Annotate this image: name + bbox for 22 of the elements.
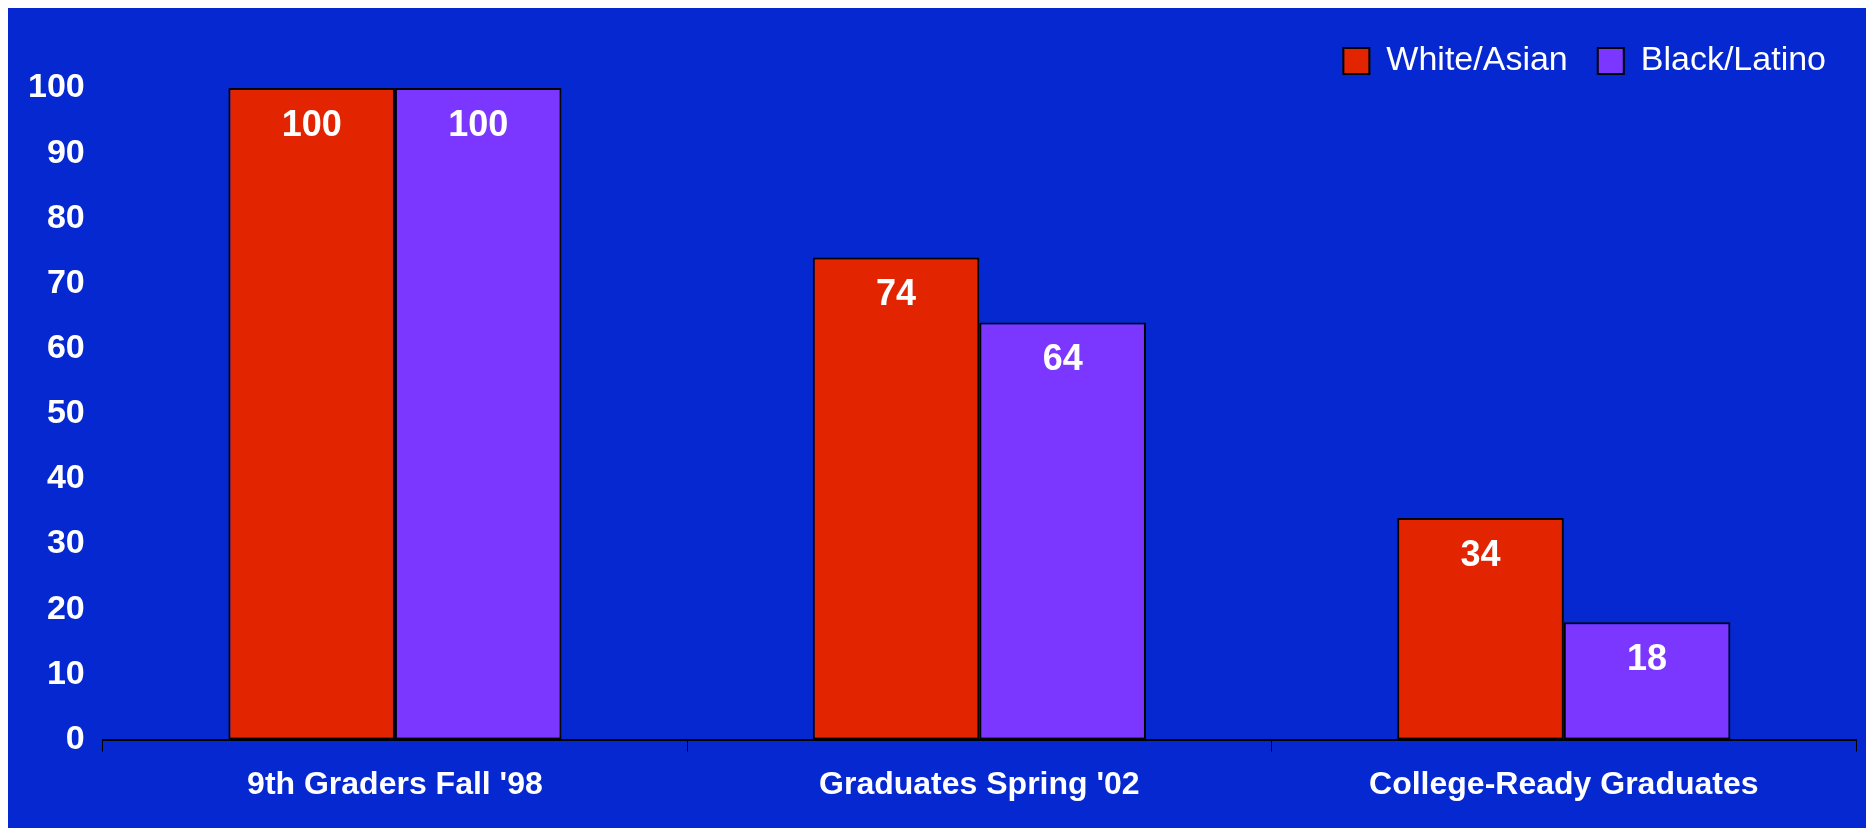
y-tick-label: 90 <box>46 131 85 170</box>
data-label: 64 <box>1042 337 1083 379</box>
y-tick-label: 70 <box>46 261 85 300</box>
y-tick-label: 100 <box>27 66 85 105</box>
legend-label: White/Asian <box>1386 39 1568 78</box>
x-tick-label: College-Ready Graduates <box>1369 764 1759 801</box>
y-tick-label: 50 <box>46 392 85 431</box>
data-label: 100 <box>281 102 342 144</box>
legend-label: Black/Latino <box>1640 39 1827 78</box>
y-tick-label: 80 <box>46 196 85 235</box>
y-tick-label: 0 <box>65 717 85 756</box>
y-tick-label: 10 <box>46 652 85 691</box>
data-label: 18 <box>1627 637 1668 679</box>
y-tick-label: 40 <box>46 457 85 496</box>
data-label: 34 <box>1460 532 1501 574</box>
x-tick-label: Graduates Spring '02 <box>819 764 1140 801</box>
x-tick-label: 9th Graders Fall '98 <box>247 764 543 801</box>
data-label: 74 <box>876 272 917 314</box>
y-tick-label: 60 <box>46 327 85 366</box>
data-label: 100 <box>448 102 509 144</box>
y-tick-label: 30 <box>46 522 85 561</box>
y-tick-label: 20 <box>46 587 85 626</box>
